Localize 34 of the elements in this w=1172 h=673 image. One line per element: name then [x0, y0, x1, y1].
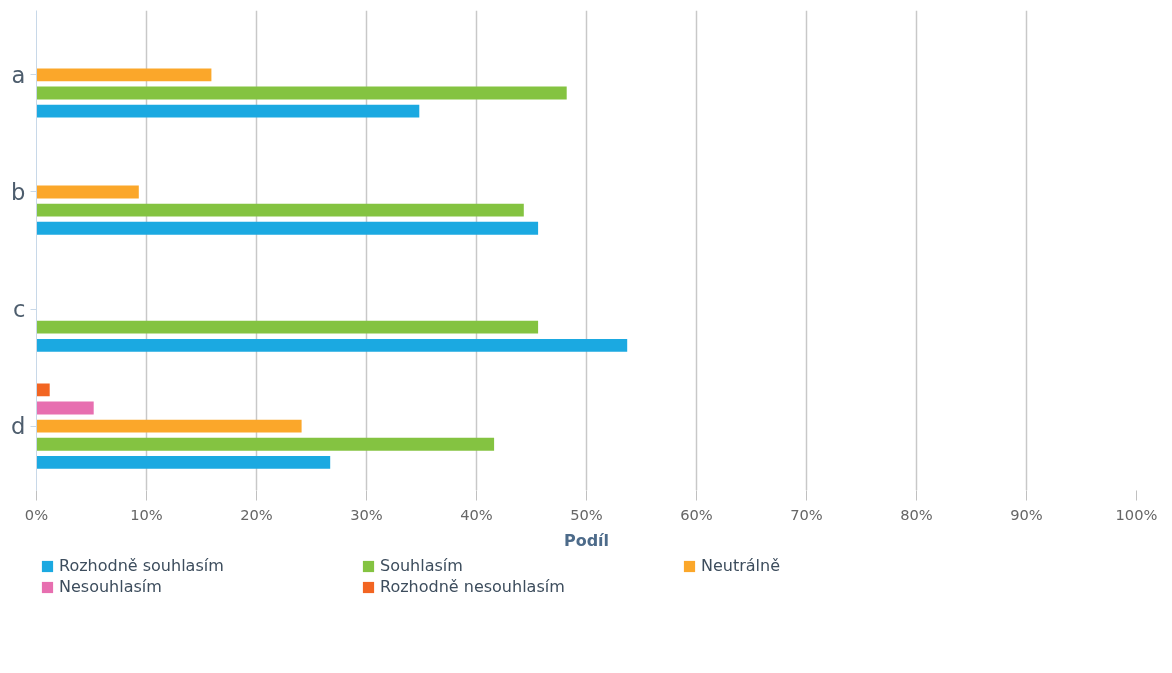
x-tick-label: 100%	[1115, 505, 1158, 523]
x-tick-label: 50%	[570, 505, 603, 523]
x-tick-label: 0%	[24, 505, 49, 523]
x-tick-label: 10%	[130, 505, 163, 523]
y-tick-label: d	[11, 413, 26, 440]
legend-label: Rozhodně nesouhlasím	[380, 577, 566, 596]
y-tick-label: b	[11, 178, 26, 205]
bar	[36, 338, 628, 352]
bar	[36, 383, 50, 397]
bar	[36, 221, 539, 235]
x-tick-label: 40%	[460, 505, 493, 523]
bar	[36, 86, 567, 100]
x-tick-label: 20%	[240, 505, 273, 523]
bar	[36, 320, 539, 334]
bar	[36, 401, 94, 415]
y-tick-label: a	[11, 61, 26, 88]
x-tick-label: 30%	[350, 505, 383, 523]
bar	[36, 185, 139, 199]
bar	[36, 203, 524, 217]
legend-label: Nesouhlasím	[59, 577, 163, 596]
x-tick-label: 90%	[1010, 505, 1043, 523]
bar	[36, 104, 420, 118]
x-axis-title: Podíl	[563, 530, 610, 550]
x-tick-label: 70%	[790, 505, 823, 523]
legend-label: Rozhodně souhlasím	[59, 556, 225, 575]
bar	[36, 455, 331, 469]
bar	[36, 68, 212, 82]
bar	[36, 419, 302, 433]
legend-label: Souhlasím	[380, 556, 464, 575]
y-tick-label: c	[13, 296, 26, 323]
bar	[36, 437, 495, 451]
x-tick-label: 80%	[900, 505, 933, 523]
legend-label: Neutrálně	[701, 556, 782, 575]
x-tick-label: 60%	[680, 505, 713, 523]
